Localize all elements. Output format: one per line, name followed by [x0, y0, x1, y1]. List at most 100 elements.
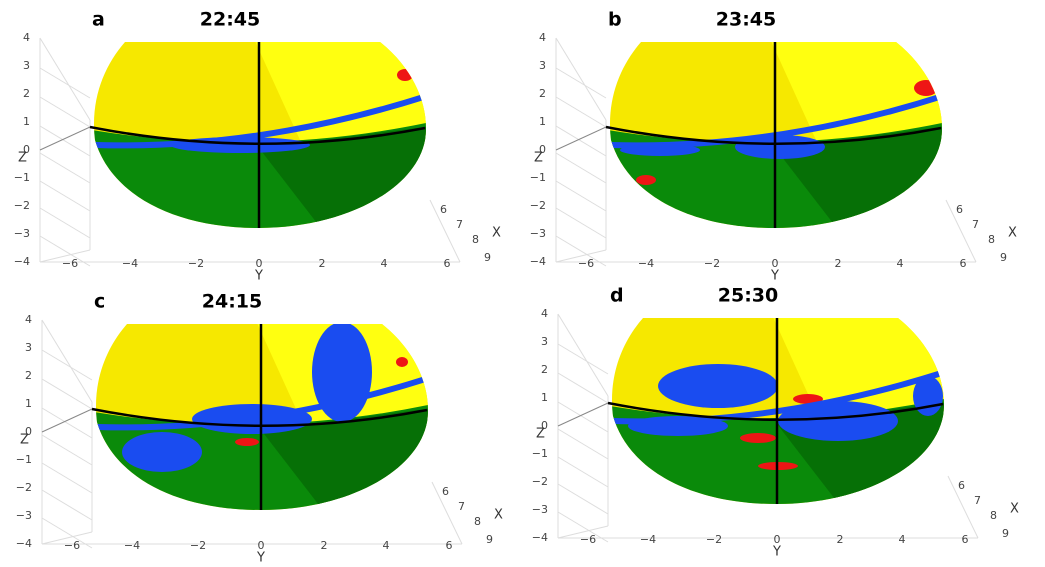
z-tick-label: −4	[532, 531, 548, 544]
x-tick-label: 8	[988, 233, 995, 246]
grid-line	[41, 489, 93, 521]
grid-line	[39, 207, 91, 239]
y-axis-label: Y	[770, 269, 779, 284]
y-tick-label: −2	[188, 257, 204, 270]
y-tick-label: −4	[640, 533, 656, 546]
x-axis-label: X	[492, 226, 501, 241]
z-tick-label: 3	[25, 341, 32, 354]
panel-letter: a	[92, 9, 105, 31]
z-tick-label: −1	[14, 171, 30, 184]
x-tick-label: 9	[1000, 251, 1007, 264]
y-axis-label: Y	[254, 269, 263, 284]
y-tick-label: −2	[704, 257, 720, 270]
red-patch	[914, 80, 938, 96]
x-tick-label: 6	[442, 485, 449, 498]
z-tick-label: −4	[16, 537, 32, 550]
axis-line	[41, 408, 93, 433]
blue-patch	[778, 401, 898, 441]
z-tick-label: 2	[25, 369, 32, 382]
y-tick-label: 6	[962, 533, 969, 546]
z-tick-label: −1	[16, 453, 32, 466]
panel-time: 23:45	[716, 9, 776, 31]
grid-line	[429, 199, 461, 263]
y-tick-label: −4	[638, 257, 654, 270]
z-tick-label: −4	[530, 255, 546, 268]
grid-line	[41, 378, 93, 410]
x-tick-label: 8	[472, 233, 479, 246]
panel-time: 22:45	[200, 9, 260, 31]
grid-line	[555, 37, 607, 121]
y-tick-label: 4	[899, 533, 906, 546]
y-tick-label: −6	[64, 539, 80, 552]
z-tick-label: 1	[23, 115, 30, 128]
blue-band	[610, 92, 942, 149]
z-tick-label: 2	[23, 87, 30, 100]
grid-line	[557, 343, 609, 375]
x-axis-label: X	[494, 508, 503, 523]
z-tick-label: 3	[541, 335, 548, 348]
y-tick-label: −4	[122, 257, 138, 270]
z-tick-label: −1	[530, 171, 546, 184]
grid-line	[557, 372, 609, 404]
axis-line	[557, 402, 609, 427]
y-tick-label: −4	[124, 539, 140, 552]
z-tick-label: −2	[14, 199, 30, 212]
panel-letter: c	[94, 291, 105, 313]
grid-line	[555, 235, 607, 267]
grid-line	[39, 96, 91, 128]
y-tick-label: 2	[837, 533, 844, 546]
blue-band	[96, 374, 428, 431]
grid-line	[557, 428, 609, 460]
grid-line	[555, 96, 607, 128]
grid-line	[555, 152, 607, 184]
axis-line	[39, 126, 91, 151]
y-tick-label: −6	[578, 257, 594, 270]
z-tick-label: 0	[539, 143, 546, 156]
z-tick-label: −2	[530, 199, 546, 212]
z-tick-label: −4	[14, 255, 30, 268]
z-tick-label: −2	[16, 481, 32, 494]
y-tick-label: 0	[256, 257, 263, 270]
grid-line	[39, 67, 91, 99]
grid-line	[557, 401, 609, 433]
z-tick-label: 2	[539, 87, 546, 100]
grid-line	[41, 349, 93, 381]
z-tick-label: 1	[541, 391, 548, 404]
grid-line	[555, 125, 607, 157]
x-tick-label: 9	[486, 533, 493, 546]
z-tick-label: 4	[25, 313, 32, 326]
z-tick-label: −3	[530, 227, 546, 240]
y-tick-label: −2	[706, 533, 722, 546]
z-tick-label: 0	[25, 425, 32, 438]
x-tick-label: 6	[958, 479, 965, 492]
y-tick-label: 6	[444, 257, 451, 270]
grid-line	[555, 67, 607, 99]
panel-time: 24:15	[202, 291, 262, 313]
red-patch	[235, 438, 259, 446]
grid-line	[557, 483, 609, 515]
grid-line	[41, 462, 93, 494]
grid-line	[557, 313, 609, 397]
grid-line	[41, 531, 93, 545]
z-tick-label: 4	[23, 31, 30, 44]
y-tick-label: 2	[321, 539, 328, 552]
panel-letter: d	[610, 285, 624, 307]
z-tick-label: −3	[14, 227, 30, 240]
red-patch	[636, 175, 656, 185]
x-tick-label: 9	[484, 251, 491, 264]
yellow-shade	[250, 42, 426, 140]
grid-line	[41, 434, 93, 466]
panel-time: 25:30	[718, 285, 778, 307]
y-tick-label: 6	[446, 539, 453, 552]
grid-line	[947, 475, 979, 539]
z-tick-label: −3	[532, 503, 548, 516]
grid-line	[41, 407, 93, 439]
x-tick-label: 9	[1002, 527, 1009, 540]
y-tick-label: 4	[383, 539, 390, 552]
grid-line	[41, 319, 93, 403]
y-tick-label: −6	[62, 257, 78, 270]
x-tick-label: 8	[474, 515, 481, 528]
y-tick-label: 0	[772, 257, 779, 270]
z-tick-label: 4	[541, 307, 548, 320]
